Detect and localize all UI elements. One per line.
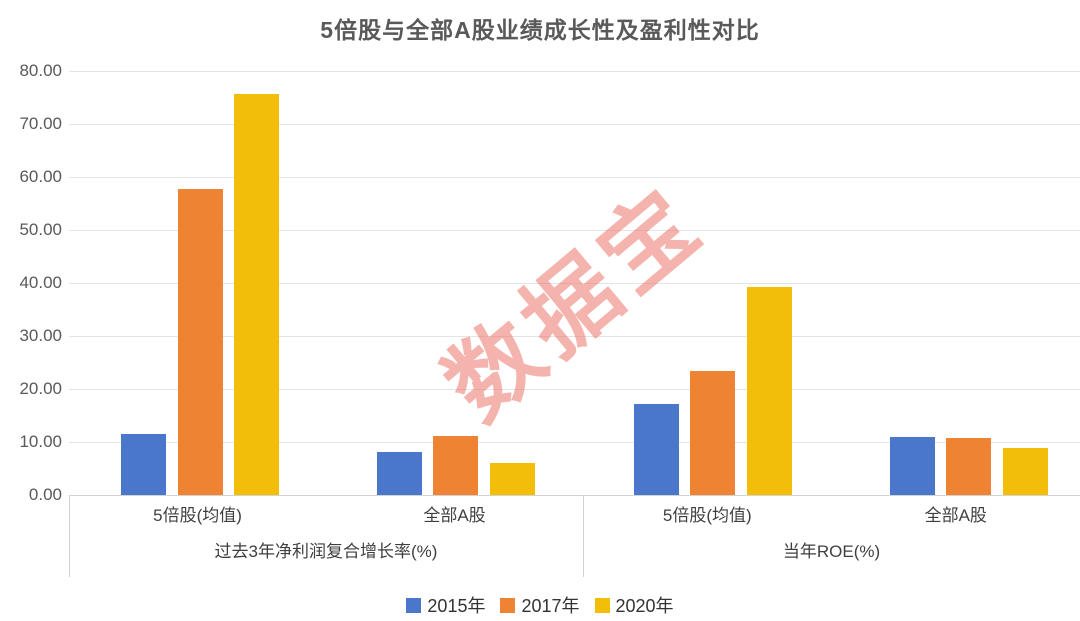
bar-2020年-5倍股(均值) — [746, 286, 792, 495]
y-tick-label: 0.00 — [28, 485, 62, 504]
bar-2015年-5倍股(均值) — [121, 434, 166, 495]
y-tick-label: 40.00 — [19, 273, 62, 292]
category-label: 全部A股 — [423, 506, 486, 525]
y-tick-label: 20.00 — [19, 379, 62, 398]
y-tick-label: 50.00 — [19, 220, 62, 239]
bar-2015年-全部A股 — [889, 437, 935, 495]
gridline — [69, 336, 1080, 337]
gridline — [69, 389, 1080, 390]
legend-swatch-icon — [500, 597, 516, 613]
chart-title: 5倍股与全部A股业绩成长性及盈利性对比 — [320, 17, 760, 43]
bar-2020年-全部A股 — [1002, 447, 1048, 495]
axis-left-border — [69, 495, 70, 577]
y-tick-label: 80.00 — [19, 61, 62, 80]
category-label: 5倍股(均值) — [153, 506, 242, 525]
legend-label: 2015年 — [427, 596, 486, 616]
x-axis-baseline — [69, 495, 1080, 496]
legend-label: 2017年 — [521, 596, 580, 616]
bar-2015年-全部A股 — [376, 451, 422, 495]
y-tick-label: 70.00 — [19, 114, 62, 133]
panel-label: 当年ROE(%) — [782, 542, 881, 561]
legend-item: 2020年 — [594, 592, 674, 618]
bar-2017年-全部A股 — [946, 437, 991, 495]
y-tick-label: 60.00 — [19, 167, 62, 186]
gridline — [69, 71, 1080, 72]
bar-2020年-全部A股 — [489, 463, 535, 495]
legend-item: 2015年 — [406, 592, 485, 618]
legend-item: 2017年 — [500, 592, 580, 618]
bar-2020年-5倍股(均值) — [234, 93, 279, 495]
y-tick-label: 30.00 — [19, 326, 62, 345]
bar-2015年-5倍股(均值) — [633, 404, 679, 495]
gridline — [69, 177, 1080, 178]
gridline — [69, 230, 1080, 231]
legend-swatch-icon — [406, 597, 422, 613]
legend-swatch-icon — [594, 597, 610, 613]
gridline — [69, 442, 1080, 443]
category-label: 全部A股 — [924, 506, 987, 525]
bar-2017年-全部A股 — [433, 435, 478, 495]
gridline — [69, 283, 1080, 284]
gridline — [69, 124, 1080, 125]
bar-2017年-5倍股(均值) — [177, 189, 223, 495]
legend-label: 2020年 — [615, 596, 674, 616]
panel-divider — [583, 495, 584, 577]
bar-2017年-5倍股(均值) — [690, 370, 735, 495]
y-tick-label: 10.00 — [19, 432, 62, 451]
legend: 2015年 2017年 2020年 — [0, 592, 1080, 618]
category-label: 5倍股(均值) — [662, 506, 752, 525]
panel-label: 过去3年净利润复合增长率(%) — [214, 542, 438, 561]
